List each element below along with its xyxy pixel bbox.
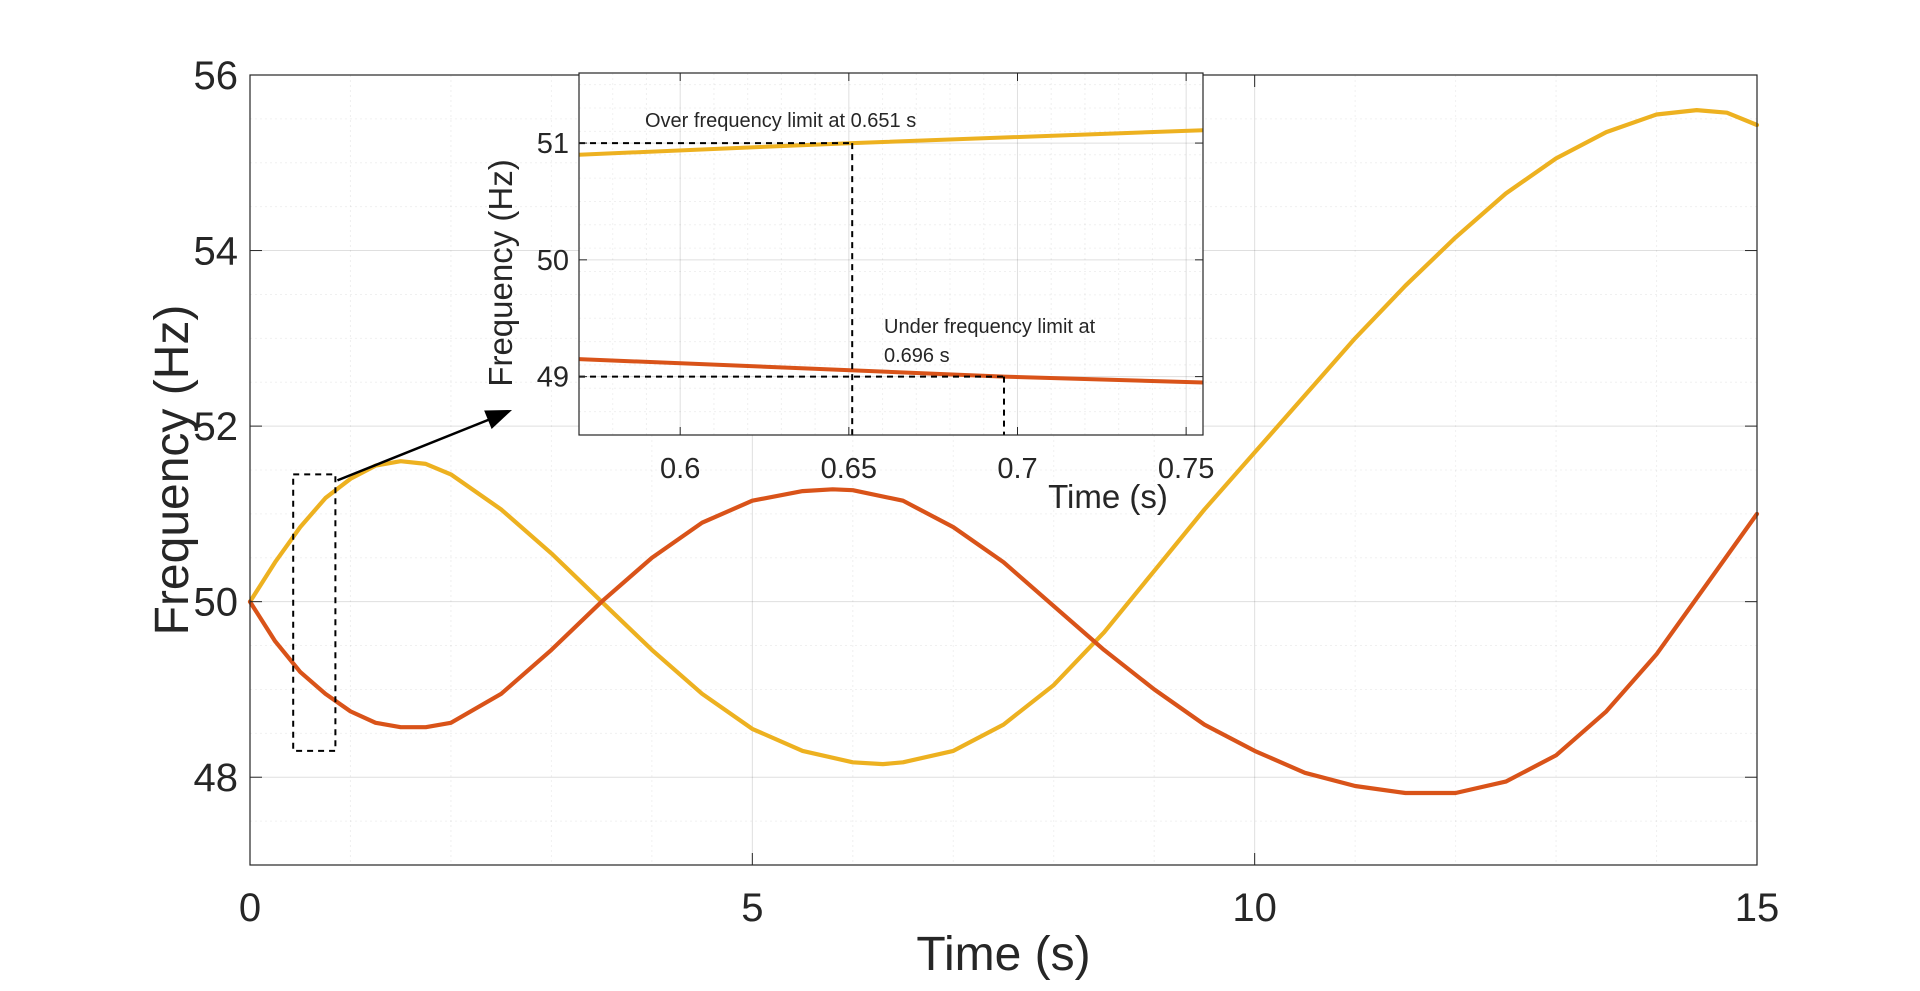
main-x-tick-label: 15 — [1735, 886, 1780, 930]
main-y-tick-label: 54 — [194, 230, 239, 274]
inset-y-tick-label: 51 — [537, 128, 569, 160]
inset-ticks: 0.6 0.65 0.7 0.75 49 50 51 — [537, 73, 1214, 485]
main-y-tick-label: 48 — [194, 756, 239, 800]
zoom-region-box — [292, 473, 337, 752]
zoom-arrow — [336, 410, 512, 482]
over-frequency-annotation: Over frequency limit at 0.651 s — [645, 110, 916, 132]
main-x-axis-label: Time (s) — [916, 928, 1090, 981]
main-x-tick-label: 10 — [1232, 886, 1277, 930]
zoom-arrow-head — [484, 410, 512, 429]
inset-plot-frame — [578, 72, 1204, 436]
inset-y-axis-label: Frequency (Hz) — [482, 159, 519, 386]
main-series-line-2 — [247, 487, 1760, 796]
inset-x-tick-label: 0.65 — [821, 453, 877, 485]
main-grid — [249, 74, 1758, 866]
main-x-tick-label: 5 — [741, 886, 763, 930]
zoom-arrow-shaft — [336, 414, 499, 482]
main-ticks: 0 5 10 15 48 50 52 54 56 — [194, 54, 1780, 930]
inset-y-tick-label: 49 — [537, 362, 569, 394]
inset-x-tick-label: 0.6 — [660, 453, 700, 485]
main-series-group — [247, 107, 1760, 796]
under-frequency-annotation-line2: 0.696 s — [884, 345, 950, 367]
inset-y-tick-label: 50 — [537, 245, 569, 277]
main-y-tick-label: 56 — [194, 54, 239, 98]
inset-series-line-2 — [578, 357, 1204, 385]
inset-guide-lines — [579, 142, 1005, 435]
inset-x-axis-label: Time (s) — [1048, 478, 1168, 515]
inset-x-tick-label: 0.75 — [1158, 453, 1214, 485]
main-y-tick-label: 52 — [194, 405, 239, 449]
main-y-tick-label: 50 — [194, 581, 239, 625]
inset-x-tick-label: 0.7 — [997, 453, 1037, 485]
main-x-tick-label: 0 — [239, 886, 261, 930]
under-frequency-annotation-line1: Under frequency limit at — [884, 316, 1096, 338]
main-series-line-1 — [247, 107, 1760, 767]
main-y-axis-label: Frequency (Hz) — [146, 305, 199, 636]
